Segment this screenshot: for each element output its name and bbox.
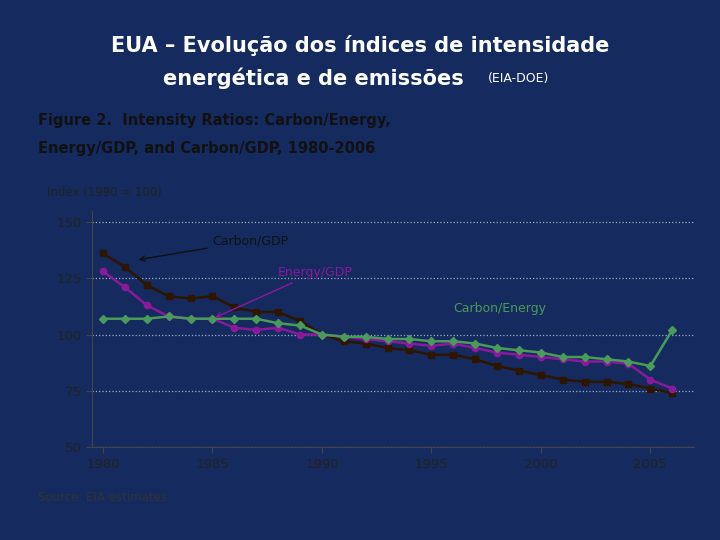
Text: Index (1990 = 100): Index (1990 = 100): [47, 186, 162, 199]
Text: Source: EIA estimates.: Source: EIA estimates.: [37, 491, 171, 504]
Text: Figure 2.  Intensity Ratios: Carbon/Energy,: Figure 2. Intensity Ratios: Carbon/Energ…: [37, 113, 390, 128]
Text: energética e de emissões: energética e de emissões: [163, 68, 464, 89]
Text: EUA – Evolução dos índices de intensidade: EUA – Evolução dos índices de intensidad…: [111, 36, 609, 56]
Text: Carbon/GDP: Carbon/GDP: [140, 234, 289, 261]
Text: Carbon/Energy: Carbon/Energy: [454, 302, 546, 315]
Text: Energy/GDP: Energy/GDP: [217, 266, 353, 317]
Text: Energy/GDP, and Carbon/GDP, 1980-2006: Energy/GDP, and Carbon/GDP, 1980-2006: [37, 141, 375, 157]
Text: (EIA-DOE): (EIA-DOE): [487, 72, 549, 85]
